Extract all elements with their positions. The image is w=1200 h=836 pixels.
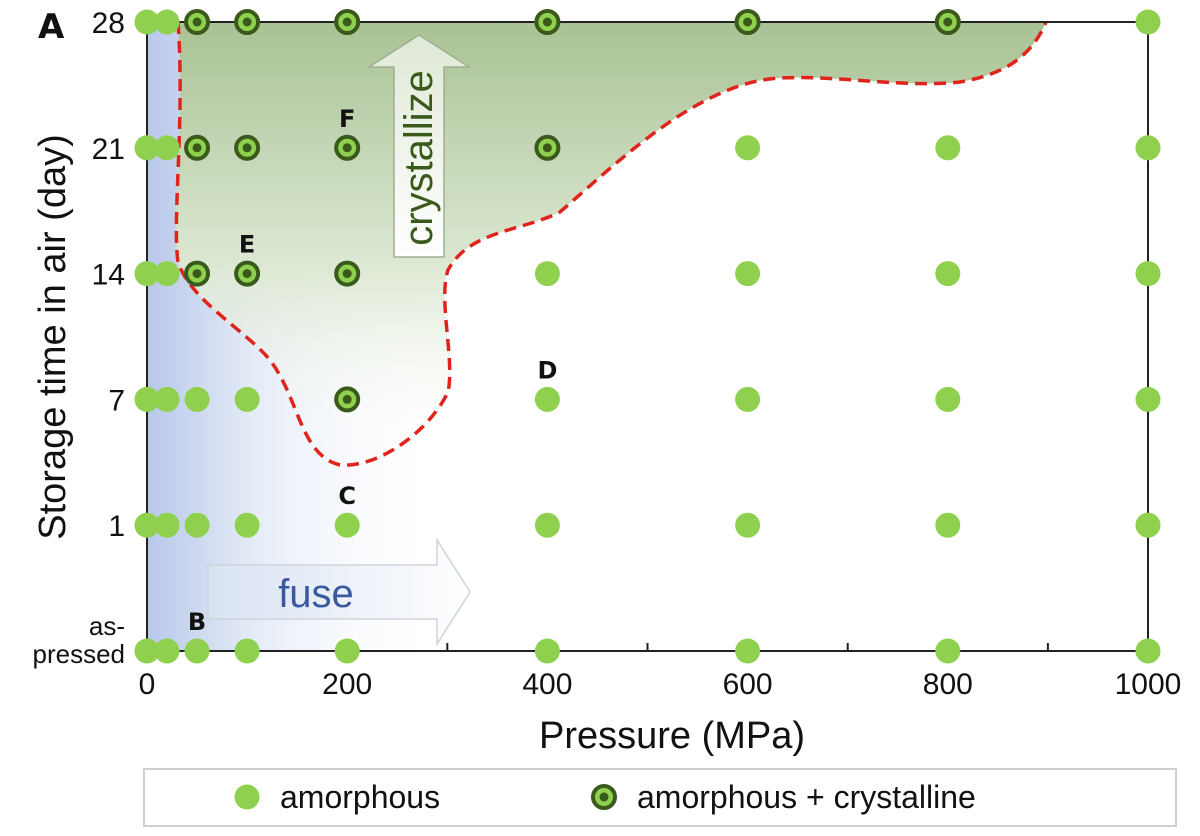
data-point-crystalline-core: [242, 143, 252, 153]
data-point-crystalline-core: [342, 143, 352, 153]
fuse-label: fuse: [278, 572, 354, 616]
data-point-amorphous: [134, 638, 160, 664]
data-point-crystalline-core: [242, 269, 252, 279]
data-point-amorphous: [154, 261, 180, 287]
data-point-amorphous: [735, 512, 761, 538]
data-point-amorphous: [1135, 638, 1161, 664]
data-point-amorphous: [334, 638, 360, 664]
data-point-amorphous: [154, 512, 180, 538]
data-point-crystalline-core: [542, 143, 552, 153]
x-tick-label: 0: [139, 668, 156, 701]
data-point-amorphous: [134, 261, 160, 287]
data-point-amorphous: [134, 9, 160, 35]
data-point-crystalline-core: [743, 17, 753, 27]
data-point-crystalline-core: [192, 269, 202, 279]
data-point-amorphous: [735, 638, 761, 664]
y-tick-label: 14: [92, 259, 125, 292]
data-point-amorphous: [1135, 135, 1161, 161]
data-point-amorphous: [1135, 261, 1161, 287]
data-point-amorphous: [935, 638, 961, 664]
legend-box: [143, 768, 1177, 827]
data-point-amorphous: [154, 9, 180, 35]
data-point-amorphous: [935, 512, 961, 538]
data-point-crystalline-core: [192, 17, 202, 27]
data-point-amorphous: [234, 638, 260, 664]
crystallize-label: crystallize: [397, 70, 441, 246]
legend: amorphous amorphous + crystalline: [143, 768, 1177, 827]
x-tick-label: 800: [923, 668, 973, 701]
data-point-amorphous: [735, 135, 761, 161]
y-tick-label: 21: [92, 133, 125, 166]
legend-label-amorphous: amorphous: [280, 779, 440, 815]
data-point-amorphous: [334, 512, 360, 538]
data-point-amorphous: [534, 261, 560, 287]
data-point-amorphous: [935, 261, 961, 287]
data-point-amorphous: [134, 512, 160, 538]
sample-label-d: D: [537, 356, 557, 384]
data-point-amorphous: [154, 638, 180, 664]
sample-label-e: E: [239, 231, 255, 259]
data-point-crystalline-core: [342, 269, 352, 279]
legend-label-amorphous-crystalline: amorphous + crystalline: [637, 779, 976, 815]
crystallize-region-shading: [176, 22, 1046, 466]
data-point-amorphous: [935, 386, 961, 412]
data-point-amorphous: [534, 638, 560, 664]
data-point-crystalline-core: [242, 17, 252, 27]
data-point-amorphous: [234, 512, 260, 538]
panel-letter: A: [38, 7, 65, 47]
data-point-amorphous: [184, 512, 210, 538]
data-point-amorphous: [935, 135, 961, 161]
y-tick-label: 28: [92, 7, 125, 40]
legend-marker-amorphous: [234, 784, 260, 810]
data-point-amorphous: [534, 512, 560, 538]
sample-label-c: C: [338, 482, 356, 510]
data-point-amorphous: [1135, 386, 1161, 412]
data-point-amorphous: [154, 386, 180, 412]
data-point-amorphous: [184, 638, 210, 664]
crystallize-arrow: crystallize: [366, 34, 472, 258]
data-point-amorphous: [234, 386, 260, 412]
x-tick-label: 600: [723, 668, 773, 701]
data-point-amorphous: [1135, 512, 1161, 538]
data-point-crystalline-core: [943, 17, 953, 27]
y-tick-label: as-pressed: [33, 611, 126, 669]
x-tick-label: 200: [322, 668, 372, 701]
y-tick-label: 7: [108, 384, 125, 417]
data-point-amorphous: [154, 135, 180, 161]
data-point-crystalline-core: [342, 17, 352, 27]
sample-label-f: F: [339, 105, 355, 133]
sample-label-b: B: [188, 608, 206, 636]
legend-marker-core: [599, 792, 609, 802]
data-point-crystalline-core: [192, 143, 202, 153]
y-axis-title: Storage time in air (day): [32, 134, 74, 540]
data-point-amorphous: [735, 386, 761, 412]
data-point-crystalline-core: [342, 394, 352, 404]
y-tick-label: 1: [108, 510, 125, 543]
x-tick-label: 1000: [1115, 668, 1182, 701]
x-axis-title: Pressure (MPa): [539, 715, 805, 757]
data-point-amorphous: [534, 386, 560, 412]
data-point-crystalline-core: [542, 17, 552, 27]
x-tick-label: 400: [522, 668, 572, 701]
data-point-amorphous: [1135, 9, 1161, 35]
phase-boundary-line: [174, 21, 1048, 467]
data-point-amorphous: [134, 135, 160, 161]
data-point-amorphous: [134, 386, 160, 412]
data-point-amorphous: [184, 386, 210, 412]
data-point-amorphous: [735, 261, 761, 287]
fuse-arrow: fuse: [207, 537, 471, 647]
